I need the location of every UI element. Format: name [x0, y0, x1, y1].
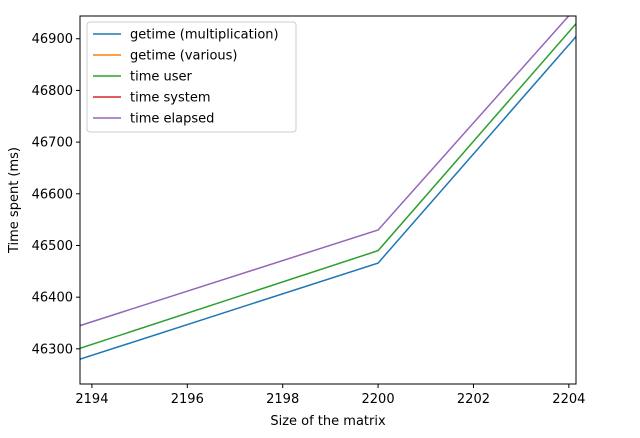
- y-tick-label: 46700: [32, 136, 73, 151]
- plot-frame: [79, 15, 577, 385]
- x-axis-label: Size of the matrix: [270, 414, 386, 429]
- x-tick-label: 2200: [362, 392, 395, 407]
- x-tick-label: 2196: [171, 392, 204, 407]
- legend: getime (multiplication) getime (various) t…: [86, 21, 297, 133]
- y-axis-label: Time spent (ms): [7, 147, 22, 254]
- x-tick-label: 2204: [552, 392, 585, 407]
- series-line-2: [80, 23, 576, 350]
- legend-entry: getime (multiplication): [130, 28, 279, 43]
- y-tick-label: 46400: [32, 291, 73, 306]
- y-tick-label: 46800: [32, 84, 73, 99]
- legend-entry: getime (various): [130, 49, 237, 64]
- legend-box: [86, 21, 297, 133]
- series-layer: [80, 16, 576, 360]
- series-line-4: [80, 16, 570, 327]
- x-tick-label: 2198: [266, 392, 299, 407]
- x-tick-label: 2194: [75, 392, 108, 407]
- legend-entry: time system: [130, 91, 211, 106]
- legend-entry: time user: [130, 70, 193, 85]
- y-tick-label: 46300: [32, 342, 73, 357]
- y-axis: 46300 46400 46500 46600 46700 46800 46900: [32, 32, 80, 357]
- legend-entry: time elapsed: [130, 112, 214, 127]
- x-axis: 2194 2196 2198 2200 2202 2204: [75, 384, 585, 407]
- y-tick-label: 46500: [32, 239, 73, 254]
- series-line-0: [80, 36, 576, 360]
- y-tick-label: 46900: [32, 32, 73, 47]
- y-tick-label: 46600: [32, 187, 73, 202]
- x-tick-label: 2202: [457, 392, 490, 407]
